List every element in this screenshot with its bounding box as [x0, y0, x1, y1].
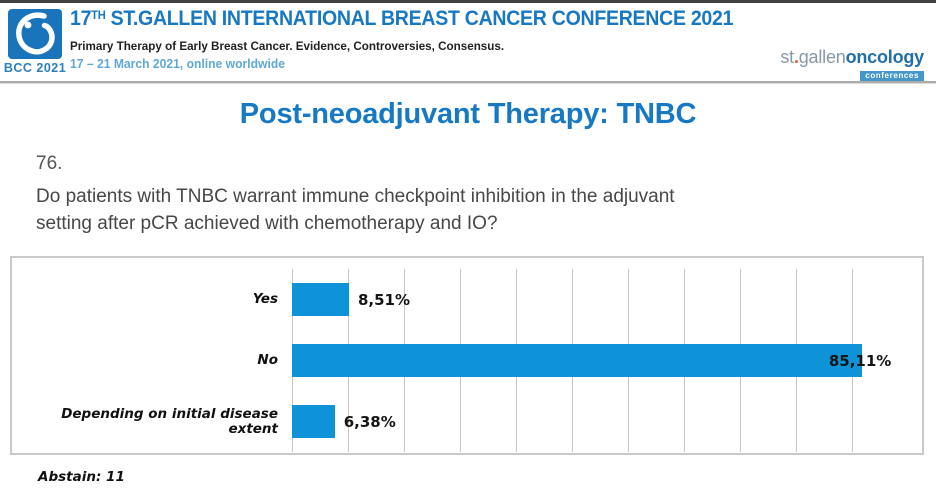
chart-row: No 85,11% [12, 330, 922, 391]
stgallen-oncology-logo: st.gallenoncology conferences [780, 48, 924, 83]
conference-title-number: 17 [70, 7, 92, 30]
poll-bar-chart: Yes 8,51% No 85,11% Depending on initial dis… [10, 256, 924, 455]
value-label: 8,51% [357, 290, 411, 309]
top-strip [0, 0, 936, 3]
bar [292, 405, 335, 438]
category-label: Yes [252, 291, 278, 308]
header-divider [0, 81, 936, 84]
conference-title: 17TH ST.GALLEN INTERNATIONAL BREAST CANC… [70, 7, 733, 31]
conference-title-sup: TH [91, 8, 106, 22]
slide-title: Post-neoadjuvant Therapy: TNBC [239, 98, 697, 130]
question-block: 76. Do patients with TNBC warrant immune… [36, 150, 675, 237]
question-line-2: setting after pCR achieved with chemothe… [36, 213, 498, 234]
chart-row: Yes 8,51% [12, 269, 922, 330]
conference-title-rest: ST.GALLEN INTERNATIONAL BREAST CANCER CO… [105, 7, 734, 30]
bar [292, 283, 349, 316]
bcc-year-label: BCC 2021 [2, 61, 68, 75]
brand-dot: . [793, 47, 799, 67]
plot-area: 85,11% [292, 330, 908, 391]
conference-header: BCC 2021 17TH ST.GALLEN INTERNATIONAL BR… [0, 3, 936, 84]
chart-rows: Yes 8,51% No 85,11% Depending on initial dis… [12, 269, 922, 452]
question-number: 76. [36, 153, 63, 174]
brand-st: st [780, 47, 794, 67]
abstain-note: Abstain: 11 [38, 469, 125, 485]
category-label: No [257, 352, 278, 369]
bcc-year-text: BCC 2021 [3, 61, 67, 75]
brand-gallen: gallen [798, 47, 846, 67]
value-label: 85,11% [828, 351, 892, 370]
value-label: 6,38% [343, 412, 396, 431]
question-line-1: Do patients with TNBC warrant immune che… [36, 186, 675, 207]
conference-dates: 17 – 21 March 2021, online worldwide [70, 57, 285, 71]
bar [292, 344, 862, 377]
chart-row: Depending on initial disease extent 6,38% [12, 391, 922, 452]
plot-area: 6,38% [292, 391, 908, 452]
conference-subtitle: Primary Therapy of Early Breast Cancer. … [70, 39, 505, 53]
bcc-logo [8, 9, 62, 59]
category-label: Depending on initial disease extent [61, 405, 278, 437]
brand-oncology: oncology [845, 47, 925, 67]
stgallen-oncology-wordmark: st.gallenoncology [780, 48, 924, 66]
plot-area: 8,51% [292, 269, 908, 330]
